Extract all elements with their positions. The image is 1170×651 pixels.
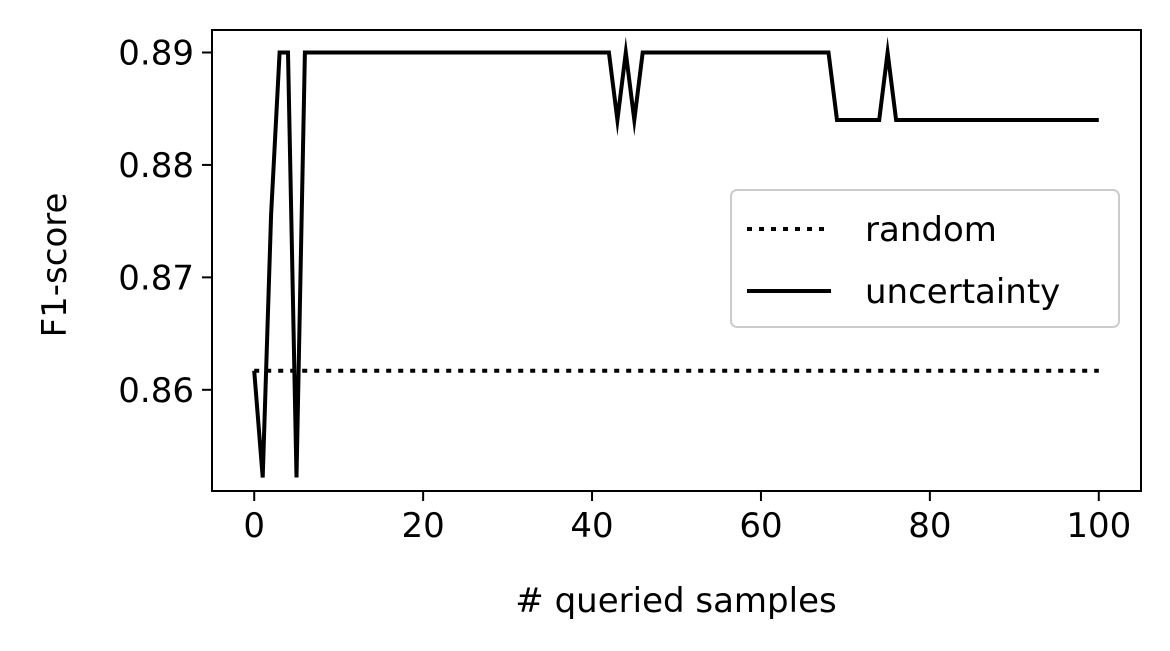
series-line-uncertainty bbox=[252, 36, 1099, 478]
y-tick-label: 0.88 bbox=[118, 146, 194, 186]
x-axis-label: # queried samples bbox=[515, 581, 836, 621]
x-tick-label: 100 bbox=[1066, 506, 1131, 546]
y-axis-label: F1-score bbox=[35, 193, 75, 338]
x-tick-label: 80 bbox=[908, 506, 951, 546]
x-tick-label: 40 bbox=[570, 506, 613, 546]
legend: random uncertainty bbox=[730, 189, 1120, 328]
legend-label-random: random bbox=[865, 210, 997, 250]
legend-label-uncertainty: uncertainty bbox=[865, 272, 1060, 312]
plot-layer bbox=[252, 36, 1099, 478]
plot-frame bbox=[211, 29, 1142, 492]
x-axis-ticks: 0 20 40 60 80 100 bbox=[243, 491, 1131, 546]
x-tick-label: 20 bbox=[402, 506, 445, 546]
legend-entries: random uncertainty bbox=[747, 210, 1060, 312]
y-tick-label: 0.87 bbox=[118, 258, 194, 298]
x-tick-label: 60 bbox=[739, 506, 782, 546]
x-tick-label: 0 bbox=[243, 506, 265, 546]
y-tick-label: 0.86 bbox=[118, 371, 194, 411]
y-tick-label: 0.89 bbox=[118, 33, 194, 73]
y-axis-ticks: 0.86 0.87 0.88 0.89 bbox=[118, 33, 212, 411]
